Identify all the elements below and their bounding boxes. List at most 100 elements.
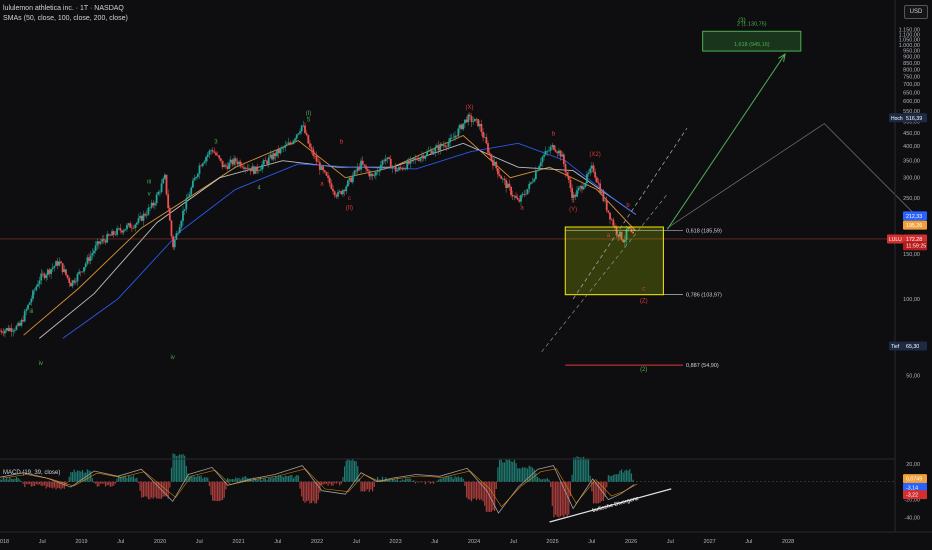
macd-histogram-bar	[587, 459, 590, 482]
sma-indicator-label[interactable]: SMAs (50, close, 100, close, 200, close)	[3, 15, 128, 22]
candle-body	[409, 158, 412, 164]
candle-body	[126, 225, 128, 230]
candle-body	[41, 273, 44, 275]
candle-body	[337, 192, 339, 197]
candle-body	[487, 143, 489, 153]
macd-histogram-bar	[548, 479, 550, 482]
macd-histogram-bar	[179, 454, 181, 482]
macd-histogram-bar	[156, 481, 158, 499]
price-badge-tag	[887, 234, 903, 244]
candle-body	[40, 273, 43, 281]
candle-body	[600, 192, 603, 193]
macd-histogram-bar	[591, 481, 593, 492]
candle-body	[411, 158, 414, 160]
candle-body	[94, 245, 97, 251]
macd-histogram-bar	[620, 469, 623, 482]
candle-body	[567, 176, 570, 180]
macd-histogram-bar	[296, 475, 298, 482]
candle-body	[464, 119, 466, 124]
candle-body	[257, 170, 260, 172]
macd-histogram-bar	[395, 479, 397, 482]
candle-body	[107, 234, 110, 236]
candle-body	[338, 191, 341, 193]
candle-body	[149, 207, 151, 209]
macd-histogram-bar	[27, 481, 29, 485]
macd-histogram-bar	[619, 470, 621, 482]
macd-histogram-bar	[263, 478, 265, 482]
trend-channel-line	[572, 127, 688, 300]
price-tick-label: 1.100,00	[899, 32, 920, 38]
candle-body	[0, 330, 3, 333]
buy-zone-box	[564, 226, 664, 296]
macd-histogram-bar	[444, 476, 446, 482]
candle-body	[515, 195, 517, 199]
candle-body	[216, 155, 219, 156]
candle-body	[313, 155, 316, 157]
candle-body	[607, 210, 610, 213]
macd-histogram-bar	[119, 476, 121, 482]
time-tick-label: 2019	[75, 539, 87, 545]
candle-body	[610, 219, 613, 221]
price-badge-value: 195,26	[906, 223, 922, 229]
candle-body	[266, 160, 268, 164]
candle-body	[159, 191, 161, 193]
macd-tick-label: -20,00	[904, 498, 920, 504]
macd-histogram-bar	[632, 479, 634, 482]
candle-body	[562, 154, 565, 164]
macd-histogram-bar	[53, 481, 56, 488]
candle-body	[254, 166, 257, 174]
candle-body	[292, 140, 295, 144]
time-tick-label: 2020	[154, 539, 166, 545]
candle-body	[10, 328, 13, 332]
macd-histogram-bar	[345, 460, 347, 482]
macd-histogram-bar	[221, 481, 224, 500]
currency-button[interactable]: USD	[904, 5, 928, 19]
price-badge-value: 172,28	[906, 237, 922, 243]
macd-histogram-bar	[612, 474, 614, 482]
candle-body	[342, 190, 344, 195]
candle-body	[28, 302, 31, 305]
macd-histogram-bar	[319, 481, 321, 493]
wave-label: c	[348, 196, 351, 202]
candle-body	[482, 132, 484, 138]
candle-body	[355, 170, 358, 172]
candle-body	[135, 222, 138, 225]
candle-body	[431, 150, 433, 155]
candle-body	[262, 160, 265, 165]
macd-histogram-bar	[4, 479, 6, 482]
candle-body	[449, 137, 451, 143]
macd-histogram-bar	[342, 477, 344, 482]
macd-histogram-bar	[462, 478, 464, 482]
candle-body	[269, 154, 272, 158]
macd-histogram-bar	[307, 481, 309, 501]
candle-body	[401, 167, 404, 170]
candle-body	[335, 194, 338, 197]
candle-body	[630, 228, 633, 232]
macd-histogram-bar	[50, 481, 52, 488]
macd-histogram-bar	[515, 463, 517, 482]
candle-body	[381, 160, 384, 165]
macd-histogram-bar	[531, 467, 534, 482]
candle-body	[554, 149, 557, 152]
macd-histogram-bar	[470, 481, 473, 502]
candle-body	[370, 173, 372, 177]
candle-body	[510, 187, 512, 195]
candle-body	[101, 239, 104, 242]
macd-histogram-bar	[174, 454, 176, 482]
macd-histogram-bar	[114, 481, 117, 484]
candle-body	[56, 261, 59, 266]
macd-histogram-bar	[108, 481, 110, 486]
candle-body	[93, 250, 95, 254]
candle-body	[130, 227, 133, 229]
candle-body	[444, 145, 447, 147]
candle-body	[220, 158, 222, 161]
time-tick-label: Jul	[117, 539, 124, 545]
macd-histogram-bar	[429, 481, 431, 484]
candle-body	[142, 213, 145, 221]
macd-histogram-bar	[139, 481, 141, 491]
candle-body	[112, 231, 115, 235]
macd-histogram-bar	[464, 481, 466, 487]
candle-body	[223, 165, 226, 168]
macd-histogram-bar	[477, 481, 479, 499]
